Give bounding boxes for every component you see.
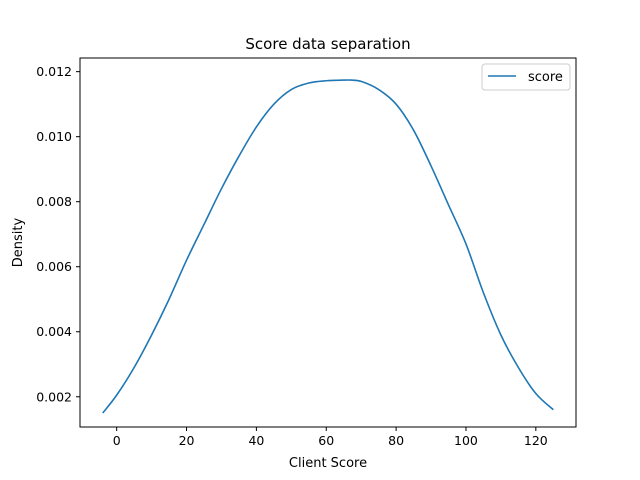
plot-area-frame: [79, 57, 577, 428]
y-tick-label: 0.002: [36, 389, 72, 404]
x-tick-label: 100: [454, 433, 478, 448]
x-tick-label: 40: [248, 433, 264, 448]
y-axis-title: Density: [11, 217, 26, 267]
legend-label-score: score: [528, 70, 563, 85]
legend-box: [481, 63, 571, 91]
series-line-score: [102, 79, 554, 414]
x-tick-label: 120: [524, 433, 548, 448]
y-tick-label: 0.004: [36, 324, 72, 339]
x-tick-label: 20: [179, 433, 195, 448]
y-axis-ticks: 0.002 0.004 0.006 0.008 0.010 0.012: [36, 64, 80, 404]
x-tick-label: 80: [388, 433, 404, 448]
legend: score: [481, 63, 571, 91]
y-tick-label: 0.006: [36, 259, 72, 274]
x-tick-label: 60: [318, 433, 334, 448]
y-tick-label: 0.010: [36, 129, 72, 144]
y-tick-label: 0.008: [36, 194, 72, 209]
x-axis-ticks: 0 20 40 60 80 100 120: [113, 427, 548, 448]
chart-title: Score data separation: [245, 35, 410, 53]
y-tick-label: 0.012: [36, 64, 72, 79]
x-tick-label: 0: [113, 433, 121, 448]
x-axis-title: Client Score: [289, 456, 367, 471]
